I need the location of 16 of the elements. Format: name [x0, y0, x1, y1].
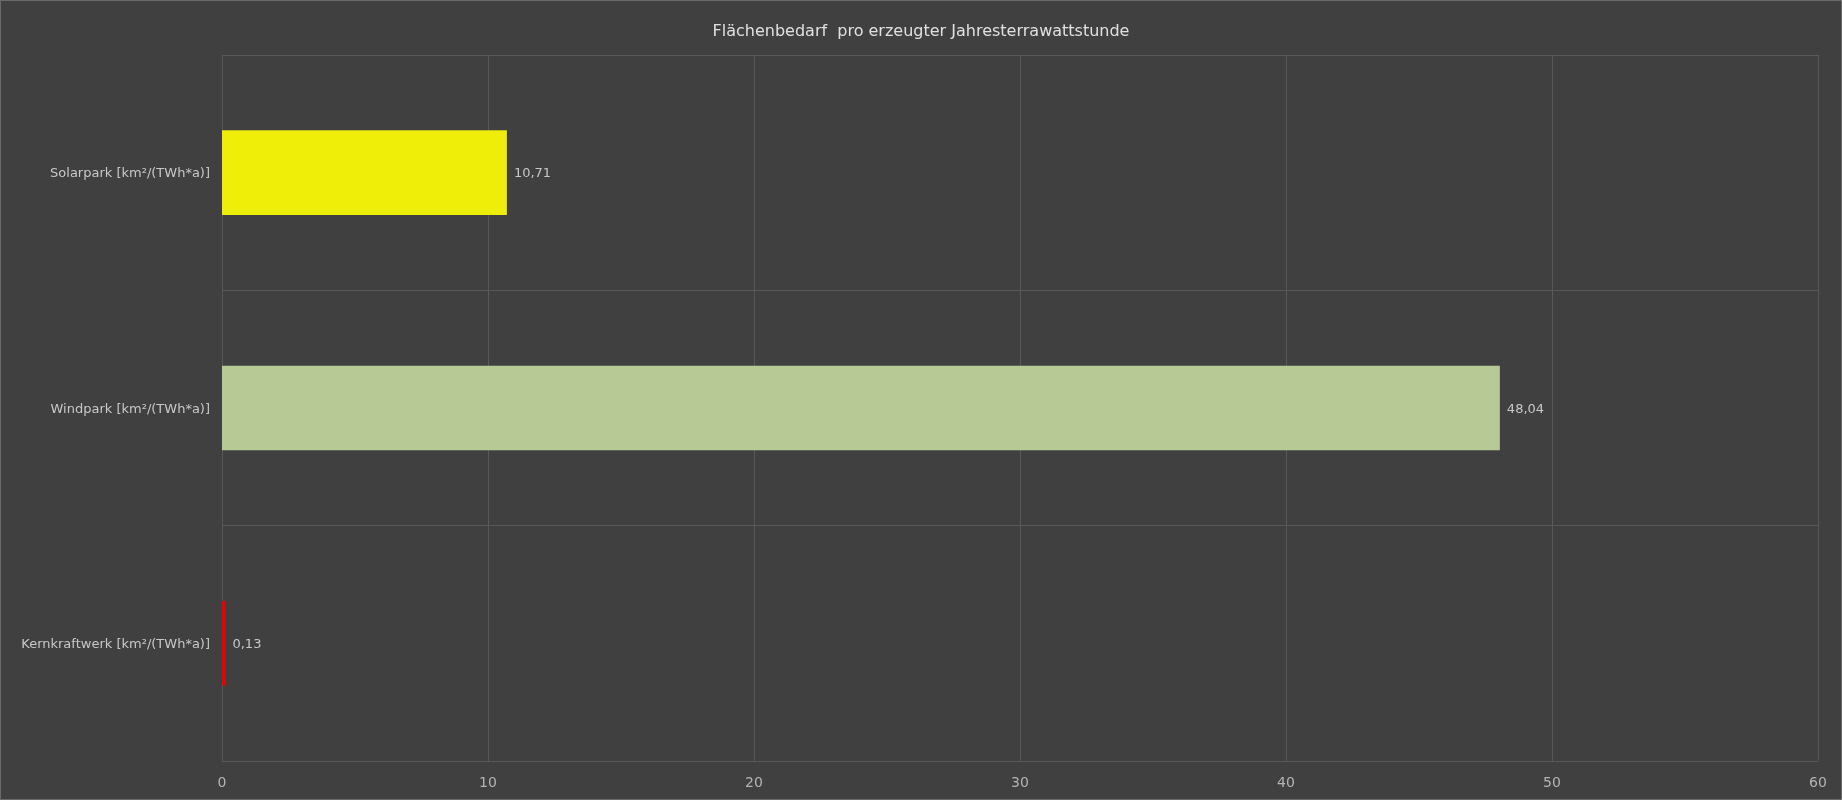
bar — [222, 365, 1500, 451]
y-tick-label: Windpark [km²/(TWh*a)] — [50, 400, 210, 416]
data-label: 10,71 — [513, 165, 552, 181]
x-tick-label: 40 — [1277, 774, 1295, 790]
data-label: 0,13 — [232, 635, 262, 651]
bar — [222, 130, 507, 216]
y-tick-label: Kernkraftwerk [km²/(TWh*a)] — [21, 635, 210, 651]
y-tick-label: Solarpark [km²/(TWh*a)] — [50, 165, 210, 181]
data-label: 48,04 — [1506, 400, 1545, 416]
chart-title: Flächenbedarf pro erzeugter Jahresterrawattstunde — [712, 20, 1130, 40]
x-tick-label: 50 — [1543, 774, 1561, 790]
x-tick-label: 30 — [1011, 774, 1029, 790]
x-tick-label: 60 — [1809, 774, 1827, 790]
x-tick-label: 10 — [479, 774, 497, 790]
x-tick-label: 0 — [217, 774, 227, 790]
x-tick-label: 20 — [745, 774, 763, 790]
